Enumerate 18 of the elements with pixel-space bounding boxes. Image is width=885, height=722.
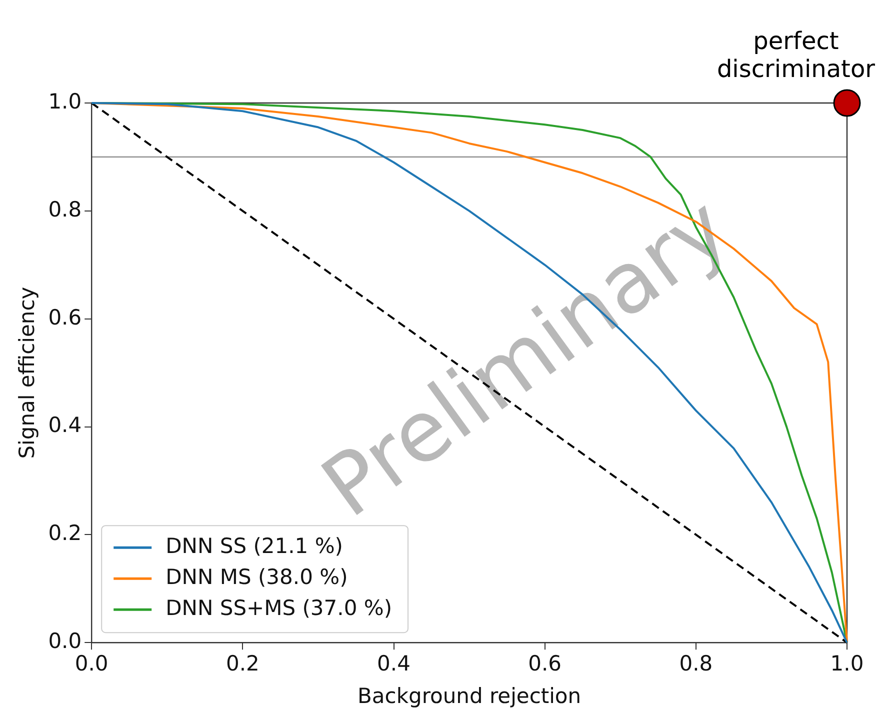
y-tick-label: 0.2 — [48, 521, 82, 546]
y-tick-label: 0.6 — [48, 305, 82, 330]
x-tick-label: 0.8 — [679, 652, 713, 676]
y-tick-label: 0.8 — [48, 197, 82, 222]
x-tick-label: 0.2 — [226, 652, 260, 676]
y-tick-label: 0.4 — [48, 413, 82, 438]
legend-label: DNN MS (38.0 %) — [166, 565, 348, 590]
legend-label: DNN SS (21.1 %) — [166, 534, 343, 558]
x-tick-label: 0.0 — [74, 652, 108, 676]
x-tick-label: 0.4 — [377, 652, 410, 676]
y-tick-label: 0.0 — [48, 629, 82, 654]
x-axis-title: Background rejection — [358, 684, 582, 708]
annotation: perfect discriminator — [716, 27, 876, 84]
y-tick-label: 1.0 — [48, 89, 82, 114]
x-tick-label: 0.6 — [528, 652, 562, 676]
x-tick-label: 1.0 — [830, 652, 864, 676]
legend-label: DNN SS+MS (37.0 %) — [166, 596, 392, 620]
y-axis-title: Signal efficiency — [15, 286, 40, 459]
